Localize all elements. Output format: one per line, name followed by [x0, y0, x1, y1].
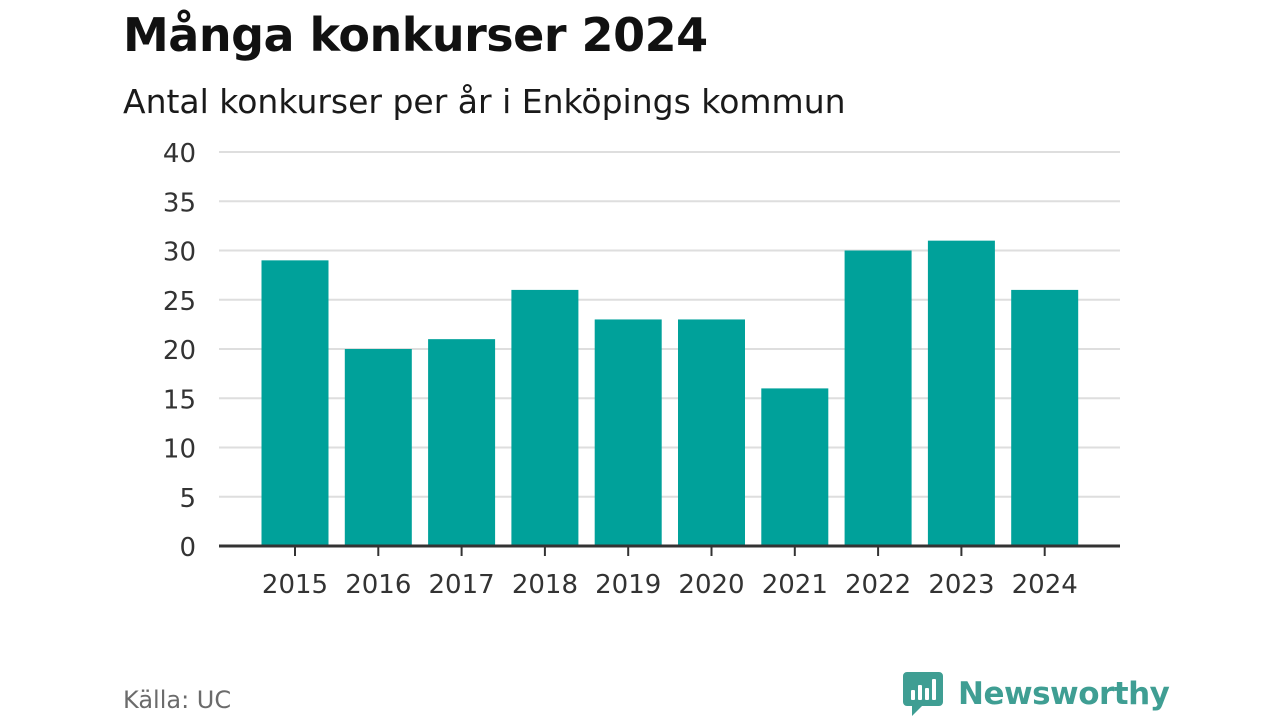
- bar-2019: [594, 319, 662, 546]
- bar-2023: [927, 240, 995, 546]
- source-note: Källa: UC: [123, 686, 232, 714]
- x-tick-label: 2020: [678, 570, 744, 600]
- chart-subtitle: Antal konkurser per år i Enköpings kommu…: [123, 82, 846, 121]
- bars: [261, 240, 1079, 546]
- x-tick-label: 2019: [595, 570, 661, 600]
- bar-2022: [844, 250, 912, 546]
- y-tick-label: 35: [163, 188, 196, 218]
- y-tick-label: 25: [163, 287, 196, 317]
- chart-title: Många konkurser 2024: [123, 8, 708, 62]
- brand-name: Newsworthy: [958, 676, 1170, 712]
- bar-2015: [261, 260, 329, 546]
- x-axis-ticks: 2015 2016 2017 2018 2019 2020 2021 2022 2023 2024: [262, 570, 1078, 600]
- y-tick-label: 30: [163, 238, 196, 268]
- x-tick-label: 2023: [928, 570, 994, 600]
- y-tick-label: 5: [179, 484, 196, 514]
- y-tick-label: 20: [163, 336, 196, 366]
- newsworthy-logo[interactable]: Newsworthy: [902, 670, 1170, 718]
- x-tick-label: 2016: [345, 570, 411, 600]
- y-tick-label: 40: [163, 139, 196, 169]
- y-tick-label: 0: [179, 533, 196, 563]
- bar-chart-speech-bubble-icon: [903, 672, 943, 716]
- x-tick-label: 2015: [262, 570, 328, 600]
- x-tick-label: 2021: [762, 570, 828, 600]
- bar-2024: [1011, 289, 1079, 546]
- x-tick-label: 2022: [845, 570, 911, 600]
- x-tick-label: 2018: [512, 570, 578, 600]
- y-tick-label: 15: [163, 385, 196, 415]
- bar-2017: [428, 339, 496, 546]
- bar-2016: [344, 349, 412, 546]
- bar-2018: [511, 289, 579, 546]
- x-axis: [219, 544, 1120, 556]
- y-tick-label: 10: [163, 435, 196, 465]
- bar-2021: [761, 388, 829, 546]
- bar-chart: 0 5 10 15 20 25 30 35 40 2015 2016 2017 2018 2019 202…: [163, 139, 1120, 600]
- x-tick-label: 2024: [1012, 570, 1078, 600]
- x-tick-label: 2017: [429, 570, 495, 600]
- bar-2020: [678, 319, 745, 546]
- y-axis-ticks: 0 5 10 15 20 25 30 35 40: [163, 139, 196, 563]
